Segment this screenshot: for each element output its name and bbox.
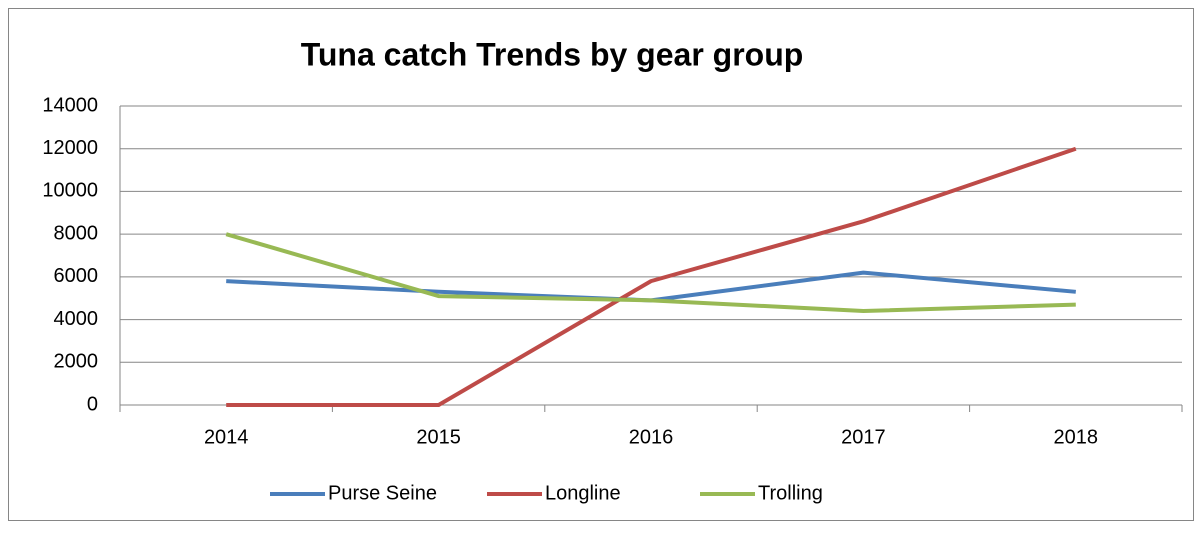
- x-tick-label: 2017: [841, 426, 886, 448]
- y-tick-label: 6000: [54, 265, 99, 287]
- y-tick-label: 0: [87, 393, 98, 415]
- y-tick-label: 10000: [42, 180, 98, 202]
- x-tick-label: 2015: [416, 426, 461, 448]
- series-line: [225, 232, 1076, 314]
- y-tick-label: 14000: [42, 94, 98, 116]
- series-line: [226, 146, 1077, 407]
- legend-label: Purse Seine: [328, 482, 437, 504]
- y-tick-label: 2000: [54, 351, 99, 373]
- legend-label: Longline: [545, 482, 621, 504]
- legend-label: Trolling: [758, 482, 823, 504]
- chart-title: Tuna catch Trends by gear group: [301, 36, 804, 72]
- x-tick-label: 2016: [629, 426, 674, 448]
- y-tick-label: 4000: [54, 308, 99, 330]
- x-tick-label: 2014: [204, 426, 249, 448]
- y-tick-label: 12000: [42, 137, 98, 159]
- x-tick-label: 2018: [1054, 426, 1099, 448]
- y-tick-label: 8000: [54, 222, 99, 244]
- chart-frame: [8, 8, 1194, 521]
